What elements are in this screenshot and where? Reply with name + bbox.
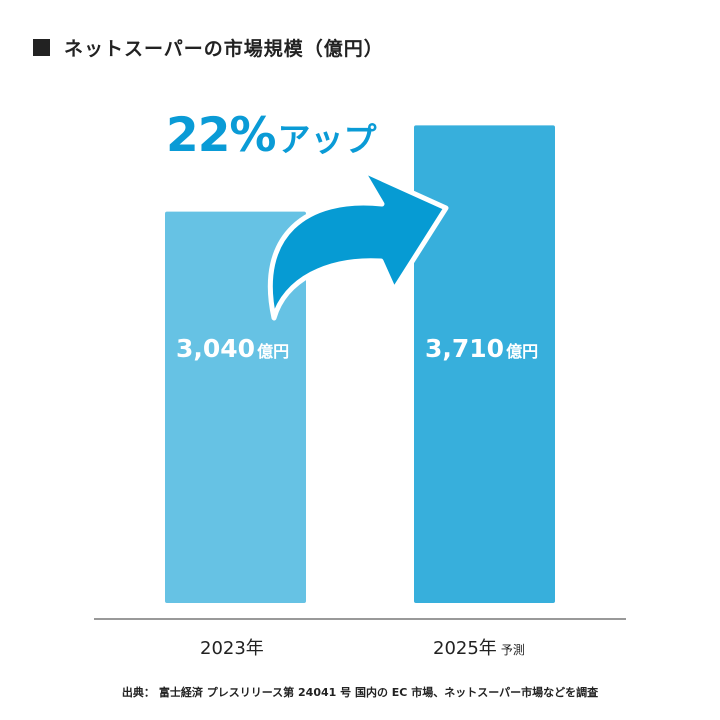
bar-2025: [414, 125, 555, 604]
source-text: 富士経済 プレスリリース第 24041 号 国内の EC 市場、ネットスーパー市…: [158, 686, 599, 699]
source-note: 出典： 富士経済 プレスリリース第 24041 号 国内の EC 市場、ネットスー…: [0, 684, 720, 700]
growth-word: アップ: [277, 120, 377, 159]
chart-title-row: ネットスーパーの市場規模（億円）: [33, 36, 384, 60]
bar-value-label-2025: 3,710 億円: [425, 334, 538, 363]
chart-title: ネットスーパーの市場規模（億円）: [64, 37, 384, 60]
x-tick-label-2023: 2023年: [200, 634, 264, 660]
bar-value-unit: 億円: [257, 342, 290, 361]
x-tick-text: 2025年: [433, 638, 497, 659]
growth-percent: 22%: [166, 108, 276, 163]
bar-value-number: 3,040: [176, 334, 256, 363]
x-tick-text: 2023年: [200, 638, 264, 659]
bar-value-unit: 億円: [506, 342, 539, 361]
growth-annotation: 22% アップ: [166, 108, 377, 163]
bar-value-number: 3,710: [425, 334, 505, 363]
x-tick-note: 予測: [500, 643, 525, 657]
x-tick-label-2025: 2025年 予測: [433, 634, 525, 660]
source-label: 出典：: [121, 686, 155, 699]
bar-value-label-2023: 3,040 億円: [176, 334, 289, 363]
bars-layer: [165, 125, 555, 604]
title-square-icon: [33, 38, 50, 56]
growth-arrow-icon: [267, 167, 449, 321]
